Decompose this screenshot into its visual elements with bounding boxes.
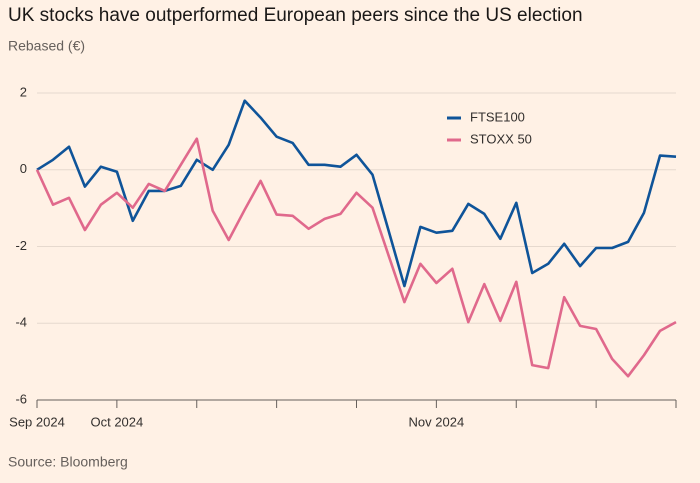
y-tick-label: 2 <box>20 84 27 99</box>
chart-title: UK stocks have outperformed European pee… <box>8 5 583 26</box>
series-line <box>36 99 677 288</box>
y-tick-label: -6 <box>15 391 27 406</box>
series-line <box>35 137 677 378</box>
source: Source: Bloomberg <box>8 454 128 470</box>
legend-label: STOXX 50 <box>470 131 532 146</box>
x-tick-label: Nov 2024 <box>409 414 465 429</box>
y-tick-label: -4 <box>15 315 27 330</box>
y-tick-label: 0 <box>20 161 27 176</box>
y-tick-label: -2 <box>15 238 27 253</box>
x-tick-label: Sep 2024 <box>9 414 65 429</box>
x-tick-label: Oct 2024 <box>90 414 143 429</box>
legend-label: FTSE100 <box>470 109 525 124</box>
chart-subtitle: Rebased (€) <box>8 38 85 54</box>
